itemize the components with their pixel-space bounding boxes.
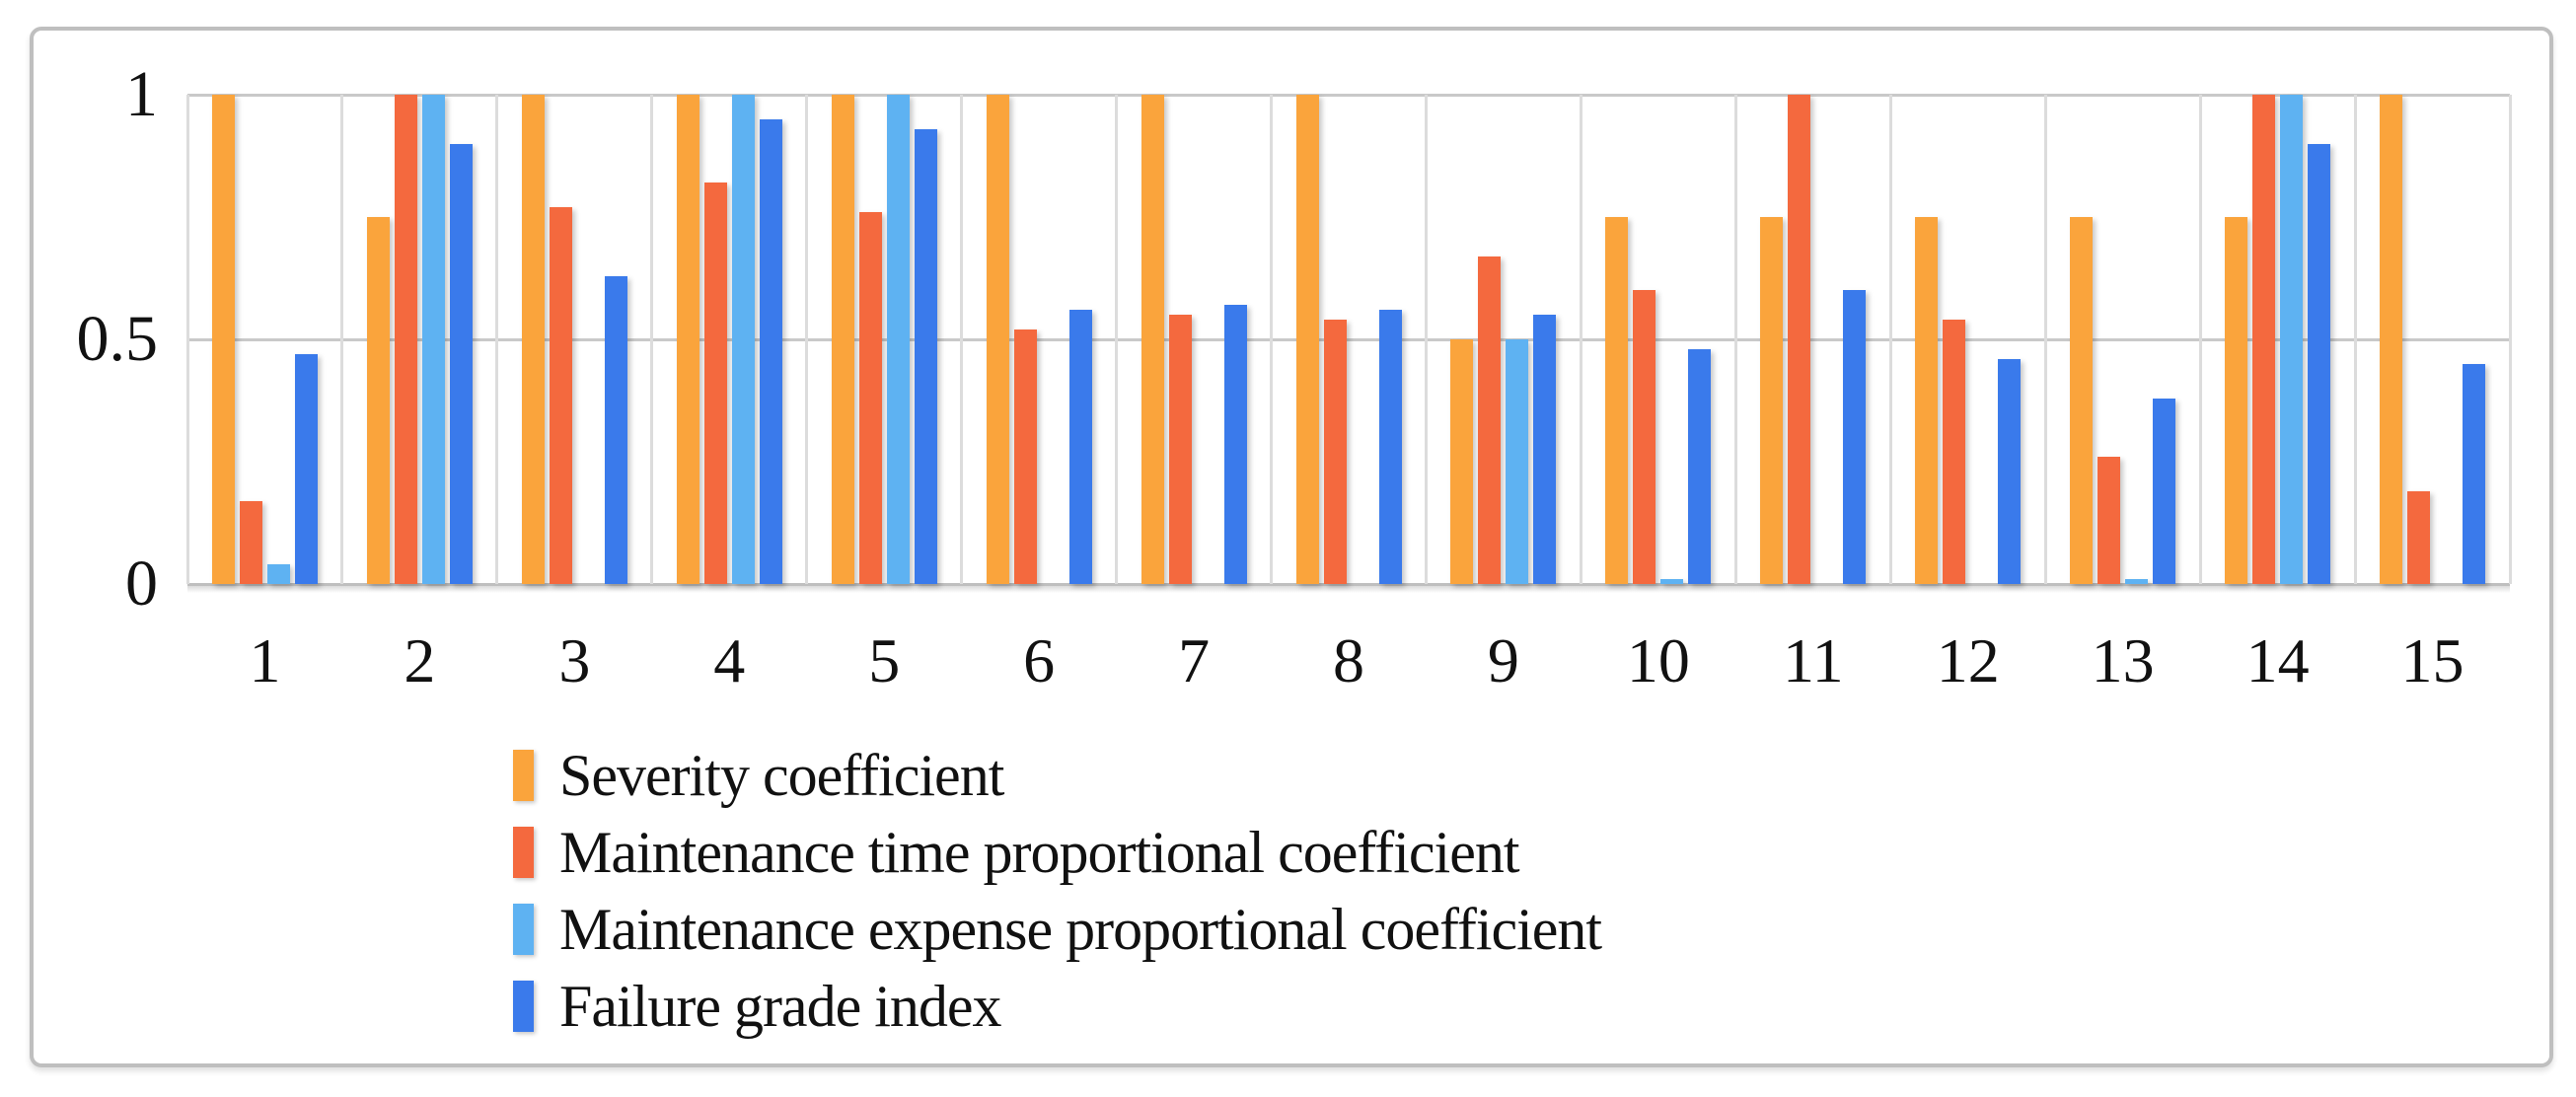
chart-frame [30,27,2553,1067]
